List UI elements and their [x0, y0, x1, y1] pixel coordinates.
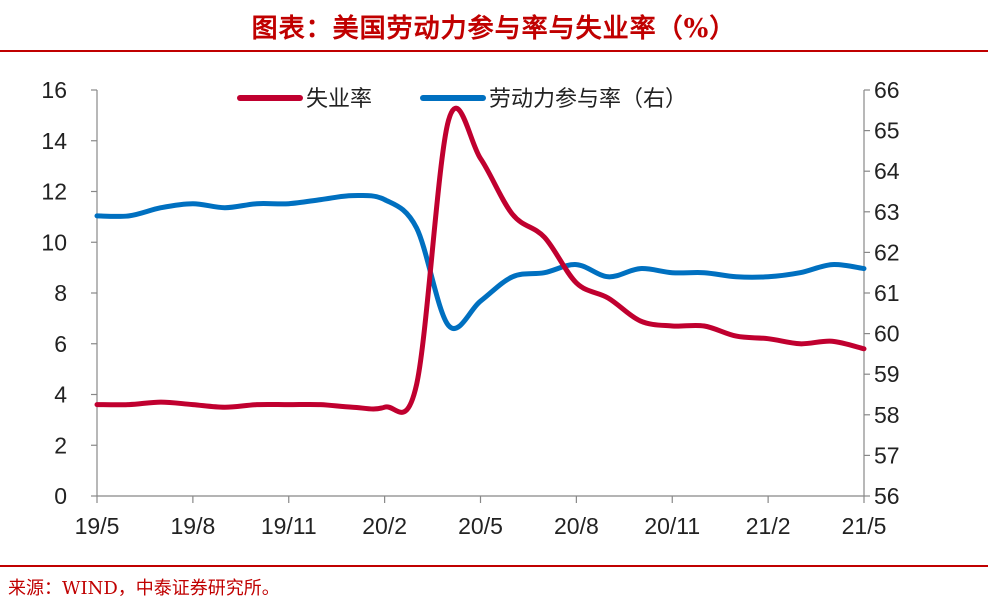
right-tick-label: 63 — [874, 199, 900, 225]
x-tick-label: 19/8 — [170, 513, 215, 539]
x-tick-label: 19/5 — [75, 513, 120, 539]
right-tick-label: 59 — [874, 361, 900, 387]
x-tick-label: 20/8 — [554, 513, 599, 539]
x-tick-label: 20/2 — [362, 513, 407, 539]
left-tick-label: 6 — [54, 331, 67, 357]
right-tick-label: 65 — [874, 118, 900, 144]
left-tick-label: 0 — [54, 483, 67, 509]
left-tick-label: 16 — [41, 77, 67, 103]
right-tick-label: 58 — [874, 402, 900, 428]
x-tick-label: 20/5 — [458, 513, 503, 539]
source-divider — [0, 565, 988, 567]
chart-legend: 失业率 劳动力参与率（右） — [237, 87, 687, 112]
right-tick-label: 64 — [874, 158, 900, 184]
chart-axes — [91, 89, 870, 503]
right-tick-label: 62 — [874, 239, 900, 265]
x-tick-label: 19/11 — [261, 513, 317, 539]
x-tick-label: 21/5 — [842, 513, 887, 539]
right-tick-label: 66 — [874, 77, 900, 103]
right-tick-label: 56 — [874, 483, 900, 509]
left-tick-label: 14 — [41, 128, 67, 154]
participation-rate-line — [94, 192, 867, 331]
right-tick-label: 61 — [874, 280, 900, 306]
chart-title: 图表：美国劳动力参与率与失业率（%） — [251, 14, 737, 44]
left-tick-label: 4 — [54, 382, 67, 408]
left-tick-label: 10 — [41, 229, 67, 255]
left-tick-label: 12 — [41, 179, 67, 205]
unemployment-rate-line — [94, 106, 867, 415]
legend-unemployment-label: 失业率 — [306, 87, 372, 112]
x-tick-label: 20/11 — [644, 513, 700, 539]
left-tick-label: 2 — [54, 432, 67, 458]
source-note: 来源：WIND，中泰证券研究所。 — [8, 578, 280, 599]
title-divider — [0, 50, 988, 52]
x-tick-label: 21/2 — [746, 513, 791, 539]
left-tick-label: 8 — [54, 280, 67, 306]
legend-participation-label: 劳动力参与率（右） — [489, 87, 687, 112]
chart-lines — [94, 106, 867, 415]
right-tick-label: 60 — [874, 321, 900, 347]
chart-ticks: 0 2 4 6 8 10 12 14 16 56 57 58 59 60 61 62 63 64 65 66 19/5 1… — [41, 77, 899, 539]
right-tick-label: 57 — [874, 442, 900, 468]
